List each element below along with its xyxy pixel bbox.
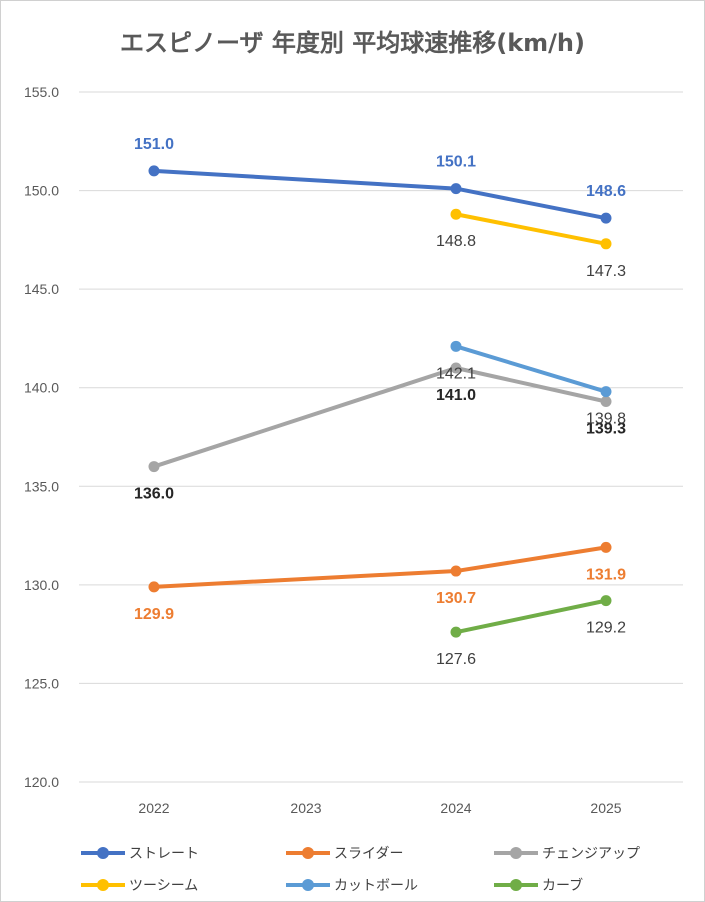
legend-item: カットボール	[286, 871, 418, 899]
legend-swatch	[494, 847, 538, 859]
data-label: 148.8	[436, 233, 476, 250]
data-point	[600, 595, 612, 607]
data-label: 139.8	[586, 411, 626, 428]
series-line	[454, 212, 608, 246]
y-tick-label: 140.0	[24, 380, 59, 396]
x-tick-label: 2025	[590, 800, 621, 816]
data-point	[148, 581, 160, 593]
legend-item: ツーシーム	[81, 871, 198, 899]
data-point	[600, 212, 612, 224]
x-tick-label: 2024	[440, 800, 471, 816]
legend-label: カットボール	[334, 878, 418, 894]
legend-label: ストレート	[129, 846, 199, 862]
data-label: 148.6	[586, 183, 626, 200]
legend-item: チェンジアップ	[494, 839, 640, 867]
y-tick-label: 130.0	[24, 577, 59, 593]
data-point	[600, 396, 612, 408]
y-tick-label: 125.0	[24, 675, 59, 691]
data-point	[450, 362, 462, 374]
y-tick-label: 150.0	[24, 183, 59, 199]
data-point	[450, 340, 462, 352]
legend-item: ストレート	[81, 839, 199, 867]
data-label: 142.1	[436, 365, 476, 382]
data-label: 141.0	[436, 387, 476, 404]
data-label: 129.9	[134, 606, 174, 623]
data-label: 127.6	[436, 651, 476, 668]
legend-swatch	[286, 879, 330, 891]
legend-item: カーブ	[494, 871, 583, 899]
data-point	[148, 165, 160, 177]
legend-swatch	[81, 879, 125, 891]
data-point	[450, 626, 462, 638]
legend-swatch-dot	[302, 879, 314, 891]
series-line	[152, 545, 608, 589]
data-label: 147.3	[586, 263, 626, 280]
legend-item: スライダー	[286, 839, 403, 867]
data-point	[450, 183, 462, 195]
x-tick-label: 2023	[290, 800, 321, 816]
legend-swatch	[81, 847, 125, 859]
y-tick-label: 155.0	[24, 84, 59, 100]
legend-swatch-dot	[302, 847, 314, 859]
data-point	[450, 565, 462, 577]
y-tick-label: 145.0	[24, 281, 59, 297]
data-point	[450, 208, 462, 220]
series-line	[454, 598, 608, 635]
legend-swatch	[494, 879, 538, 891]
data-label: 150.1	[436, 154, 476, 171]
data-label: 136.0	[134, 486, 174, 503]
x-tick-label: 2022	[138, 800, 169, 816]
legend-label: チェンジアップ	[542, 846, 640, 862]
data-label: 129.2	[586, 620, 626, 637]
legend-swatch-dot	[510, 847, 522, 859]
data-point	[148, 461, 160, 473]
legend-swatch-dot	[97, 879, 109, 891]
series-line	[152, 366, 608, 469]
legend-swatch	[286, 847, 330, 859]
series-line	[152, 168, 608, 221]
legend-label: ツーシーム	[129, 878, 199, 894]
data-label: 131.9	[586, 566, 626, 583]
y-tick-label: 135.0	[24, 478, 59, 494]
series-line	[454, 344, 608, 394]
chart-legend: ストレート スライダー チェンジアップツーシーム カットボール カーブ	[81, 839, 681, 899]
legend-label: カーブ	[542, 878, 584, 894]
line-chart: 120.0 125.0 130.0 135.0 140.0 145.0 150.0 155.0…	[24, 84, 683, 816]
y-tick-label: 120.0	[24, 774, 59, 790]
data-label: 151.0	[134, 136, 174, 153]
data-point	[600, 238, 612, 250]
data-label: 130.7	[436, 590, 476, 607]
legend-swatch-dot	[510, 879, 522, 891]
legend-swatch-dot	[97, 847, 109, 859]
legend-label: スライダー	[334, 846, 404, 862]
chart-title: エスピノーザ 年度別 平均球速推移(km/h)	[120, 29, 585, 57]
data-point	[600, 386, 612, 398]
data-label: 139.3	[586, 421, 626, 438]
data-point	[600, 541, 612, 553]
